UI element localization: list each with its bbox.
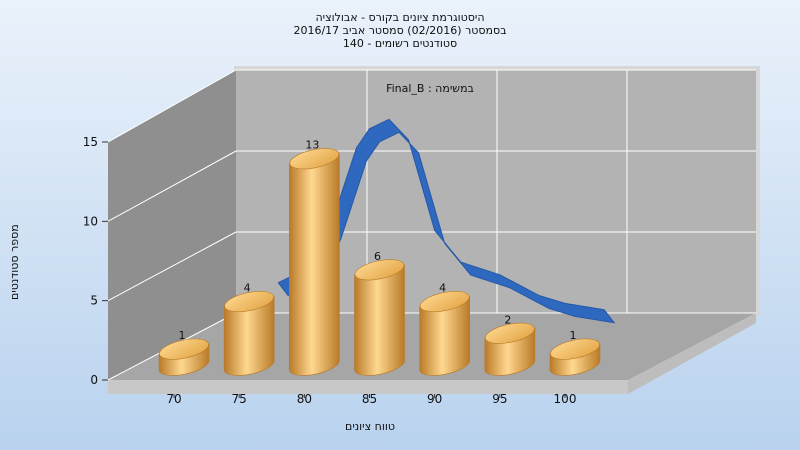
y-tick-label: 5 (90, 294, 98, 308)
bar-value-label: 13 (305, 139, 319, 152)
bar-top (485, 322, 535, 344)
x-tick-label: 90 (427, 392, 442, 406)
y-axis-label: מספר סטודנטים (8, 224, 21, 300)
gridline-side (107, 150, 237, 222)
bar-top (159, 338, 209, 360)
y-tick-label: 15 (83, 135, 98, 149)
x-axis-label: טווח ציונים (345, 420, 395, 433)
bar-top (550, 338, 600, 360)
x-tick-label: 95 (492, 392, 507, 406)
x-tick-label: 80 (297, 392, 312, 406)
chart-title: היסטוגרמת ציונים בקורס - אבולוציה בסמסטר… (0, 11, 800, 50)
bar-value-label: 4 (244, 282, 251, 295)
bar (354, 264, 405, 376)
fitted-curve (277, 118, 616, 324)
side-wall (108, 70, 236, 380)
bar-top (354, 259, 405, 281)
floor-right-edge (628, 313, 756, 394)
bar-value-label: 1 (570, 329, 577, 342)
bar-top (289, 148, 340, 170)
x-tick-label: 100 (554, 392, 577, 406)
gridline-side (107, 231, 237, 302)
bar-value-label: 2 (504, 313, 511, 326)
chart-title-line-2: בסמסטר (02/2016) סמסטר אביב 2016/17 (293, 24, 507, 37)
task-annotation: במשימה : Final_B (386, 82, 474, 95)
back-wall (236, 70, 756, 313)
bar-top (419, 291, 470, 313)
chart-title-line-1: היסטוגרמת ציונים בקורס - אבולוציה (315, 11, 485, 24)
bar (223, 296, 275, 376)
bar (289, 153, 340, 376)
gridline-side (107, 69, 237, 143)
bar-value-label: 4 (439, 282, 446, 295)
x-tick-label: 70 (166, 392, 181, 406)
floor-front-edge (108, 380, 628, 394)
bar (419, 296, 470, 376)
x-tick-label: 85 (362, 392, 377, 406)
bar-value-label: 1 (179, 329, 186, 342)
bar-value-label: 6 (374, 250, 381, 263)
x-tick-label: 75 (232, 392, 247, 406)
y-tick-label: 10 (83, 214, 98, 228)
bar-top (224, 291, 274, 313)
chart-title-line-3: סטודנטים רשומים - 140 (342, 37, 458, 50)
y-tick-label: 0 (90, 373, 98, 387)
